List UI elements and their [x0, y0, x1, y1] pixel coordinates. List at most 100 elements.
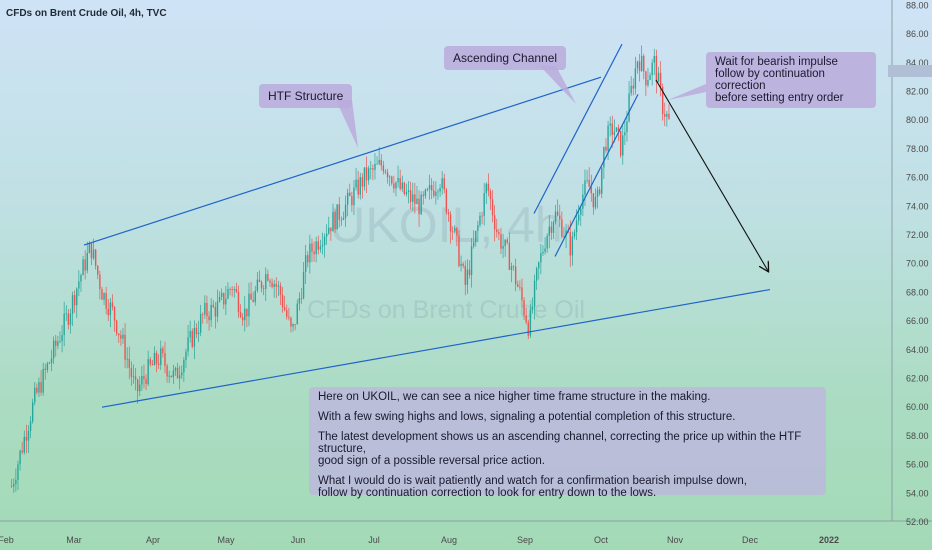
candle-body	[15, 479, 17, 485]
candle-body	[544, 248, 546, 252]
candle-body	[531, 306, 534, 310]
ascending-channel-callout[interactable]: Ascending Channel	[444, 46, 567, 70]
candle-body	[23, 436, 25, 453]
candle-body	[86, 253, 88, 271]
note-paragraph-1: Here on UKOIL, we can see a nice higher …	[318, 391, 711, 403]
candle-body	[611, 123, 613, 135]
candle-body	[130, 367, 133, 377]
candle-body	[546, 235, 548, 249]
candle-body	[286, 310, 288, 317]
candle-body	[359, 177, 361, 195]
candle-body	[126, 358, 128, 360]
candle-body	[25, 436, 28, 441]
candle-body	[82, 259, 84, 276]
candle-body	[391, 176, 393, 184]
candle-body	[592, 193, 595, 208]
candles	[10, 45, 670, 493]
candle-body	[189, 331, 191, 338]
candle-body	[624, 132, 626, 136]
trendline-htf-upper[interactable]	[83, 76, 602, 246]
candle-body	[147, 359, 149, 385]
candle-body	[46, 363, 49, 370]
candle-body	[601, 167, 603, 194]
candle-body	[193, 327, 196, 347]
candle-body	[271, 282, 273, 288]
candle-body	[210, 304, 212, 321]
candle-body	[73, 295, 76, 306]
candle-body	[372, 168, 374, 170]
candle-body	[523, 300, 525, 316]
candle-body	[382, 165, 385, 172]
candle-body	[437, 191, 439, 193]
candle-body	[542, 251, 544, 254]
candle-body	[256, 279, 259, 291]
candle-body	[17, 464, 19, 480]
candle-body	[351, 196, 353, 206]
x-tick-label: May	[217, 535, 235, 545]
y-tick-label: 82.00	[906, 87, 929, 97]
candle-body	[598, 189, 601, 194]
candle-body	[216, 301, 219, 317]
candle-body	[399, 177, 401, 189]
candle-body	[19, 450, 21, 465]
candle-body	[319, 246, 322, 250]
candle-body	[661, 86, 664, 115]
y-tick-label: 84.00	[906, 58, 929, 68]
candle-body	[65, 313, 67, 315]
candle-body	[420, 194, 422, 215]
candle-body	[664, 114, 666, 117]
candle-body	[208, 316, 210, 321]
wait-entry-callout[interactable]: Wait for bearish impulse follow by conti…	[706, 52, 876, 108]
candle-body	[109, 302, 112, 316]
candle-body	[338, 204, 340, 220]
candle-body	[52, 340, 55, 359]
candle-body	[367, 168, 370, 181]
candle-body	[386, 172, 389, 178]
candle-body	[634, 68, 637, 89]
candle-body	[439, 188, 441, 192]
candle-body	[13, 484, 15, 487]
candle-body	[202, 314, 204, 315]
candle-body	[588, 179, 590, 187]
y-tick-label: 76.00	[906, 173, 929, 183]
candle-body	[283, 307, 286, 311]
candle-body	[548, 226, 550, 236]
htf-structure-callout[interactable]: HTF Structure	[259, 84, 353, 108]
candle-body	[370, 168, 372, 169]
candle-body	[145, 379, 147, 385]
candle-body	[540, 253, 542, 263]
candle-body	[63, 313, 65, 336]
y-tick-label: 60.00	[906, 402, 929, 412]
candle-body	[460, 263, 462, 266]
candle-body	[120, 335, 122, 339]
candle-body	[355, 179, 357, 188]
candle-body	[330, 227, 332, 232]
trendline-htf-lower[interactable]	[101, 288, 771, 408]
candle-body	[464, 265, 466, 285]
analysis-note[interactable]: Here on UKOIL, we can see a nice higher …	[309, 387, 826, 499]
candle-body	[71, 295, 74, 314]
trendline-projection-arrow[interactable]	[655, 79, 768, 271]
note-paragraph-4b: follow by continuation correction to loo…	[318, 487, 657, 499]
candle-body	[260, 282, 263, 289]
candle-body	[164, 353, 166, 366]
candle-body	[143, 376, 145, 380]
trendline-channel-lower[interactable]	[554, 94, 639, 257]
candle-body	[380, 159, 382, 166]
trendline-channel-upper[interactable]	[533, 43, 623, 214]
candle-body	[638, 61, 641, 71]
candle-body	[538, 262, 540, 269]
candle-body	[313, 251, 315, 255]
candle-body	[302, 271, 305, 299]
x-tick-label: Sep	[517, 535, 533, 545]
candle-body	[491, 199, 494, 216]
candle-body	[445, 189, 448, 213]
candle-body	[470, 246, 473, 276]
candle-body	[31, 402, 34, 422]
candle-body	[174, 367, 177, 371]
candle-body	[659, 72, 662, 87]
candle-body	[449, 214, 452, 232]
candle-body	[556, 211, 559, 216]
